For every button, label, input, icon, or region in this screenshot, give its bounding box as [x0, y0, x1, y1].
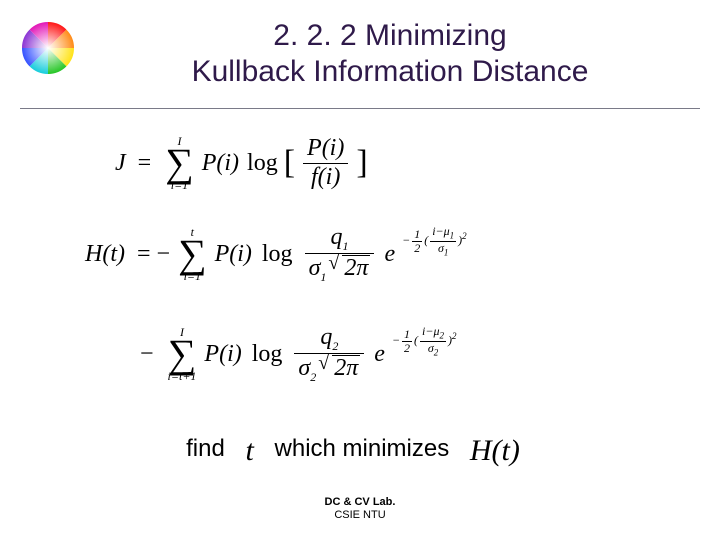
sum-icon: I ∑ i=1: [165, 135, 194, 191]
footer-line-2: CSIE NTU: [0, 509, 720, 522]
find-line: find t which minimizes H(t): [0, 434, 720, 468]
frac-q1-sigma: q1 σ1 2π: [305, 225, 375, 284]
title-line-2: Kullback Information Distance: [192, 55, 589, 88]
title-divider: [20, 108, 700, 109]
footer: DC & CV Lab. CSIE NTU: [0, 496, 720, 522]
math-area: J = I ∑ i=1 P(i) log [ P(i) f(i) ] H(t) …: [85, 125, 660, 430]
minimizes-label: which minimizes: [275, 435, 450, 462]
footer-line-1: DC & CV Lab.: [0, 496, 720, 509]
equation-J: J = I ∑ i=1 P(i) log [ P(i) f(i) ]: [115, 135, 368, 191]
color-wheel-icon: [18, 18, 78, 78]
equals: =: [132, 150, 158, 177]
exponent: −12(i−μ2σ2)2: [392, 325, 457, 358]
slide-title: 2. 2. 2 Minimizing Kullback Information …: [100, 18, 680, 90]
exponent: −12(i−μ1σ1)2: [402, 225, 467, 258]
sum-icon: t ∑ i=1: [178, 226, 207, 282]
slide: 2. 2. 2 Minimizing Kullback Information …: [0, 0, 720, 540]
title-line-1: 2. 2. 2 Minimizing: [273, 19, 506, 52]
sum-icon: I ∑ i=t+1: [168, 326, 197, 382]
frac-Pi-fi: P(i) f(i): [303, 136, 348, 189]
frac-q2-sigma: q2 σ2 2π: [294, 325, 364, 384]
Ht: H(t): [456, 434, 534, 467]
equation-Ht-line2: − I ∑ i=t+1 P(i) log q2 σ2 2π e −12(i−μ2…: [140, 325, 457, 384]
equation-Ht-line1: H(t) = − t ∑ i=1 P(i) log q1 σ1 2π e −12…: [85, 225, 467, 284]
Pi: P(i): [202, 150, 239, 177]
variable-t: t: [232, 434, 268, 467]
lhs: H(t): [85, 241, 125, 268]
lhs: J: [115, 150, 126, 177]
log: log: [245, 150, 278, 177]
find-label: find: [186, 435, 225, 462]
